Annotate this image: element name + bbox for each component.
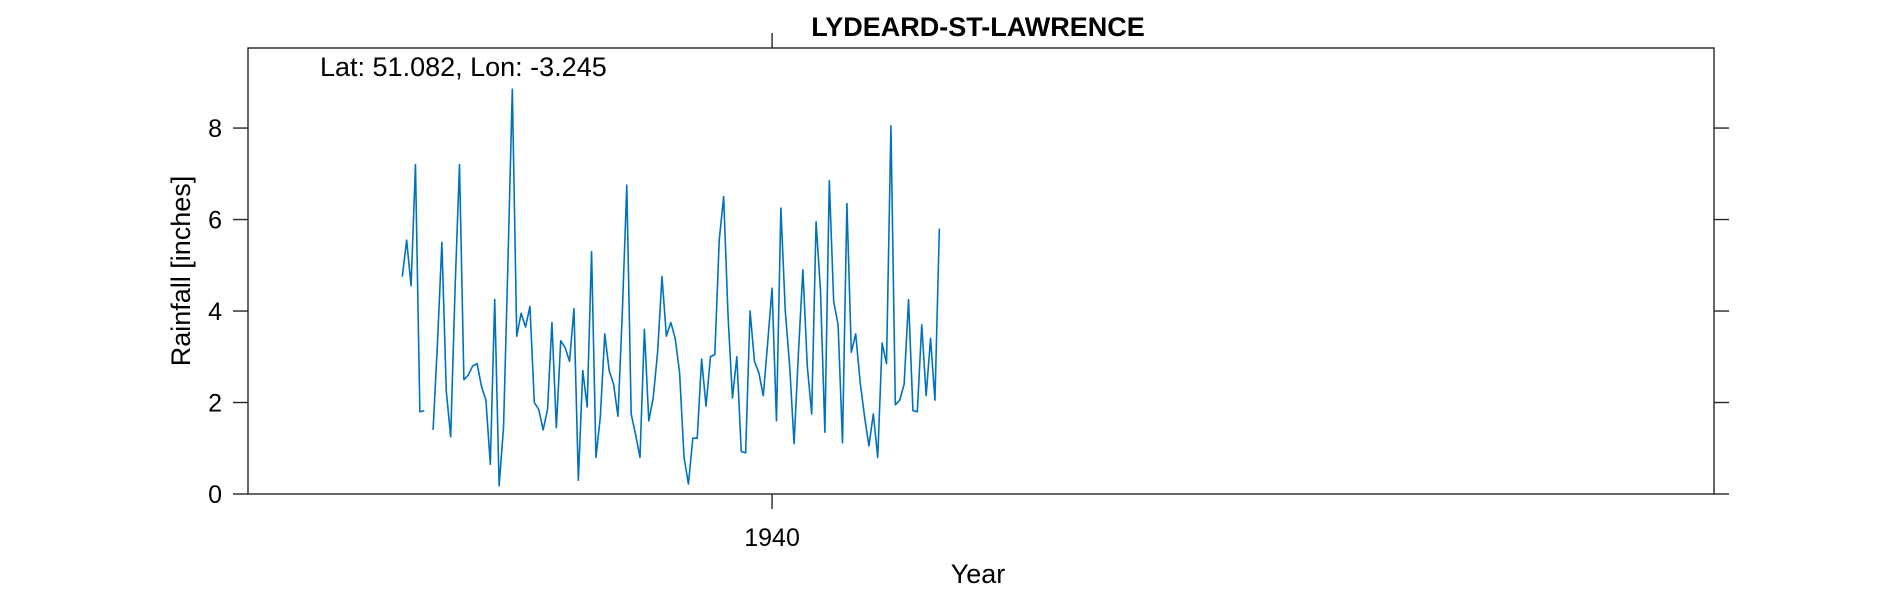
x-axis-label: Year [951,559,1006,589]
y-tick-label: 0 [208,481,222,509]
location-annotation: Lat: 51.082, Lon: -3.245 [320,52,607,82]
y-axis-label: Rainfall [inches] [166,176,196,367]
x-tick-label: 1940 [744,524,800,552]
y-tick-label: 2 [208,390,222,418]
y-tick-label: 6 [208,207,222,235]
chart-title: LYDEARD-ST-LAWRENCE [811,12,1145,42]
y-tick-label: 8 [208,115,222,143]
x-axis: 1940 [744,33,800,552]
y-tick-label: 4 [208,298,222,326]
plot-area-frame [247,47,1715,495]
rainfall-series-line [401,88,941,487]
y-axis: 0 2 4 6 8 [208,115,1729,509]
